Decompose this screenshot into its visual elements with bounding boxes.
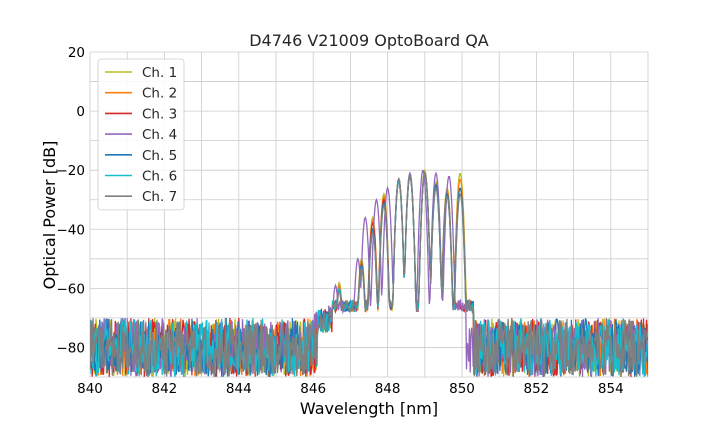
y-tick-label: −60: [57, 281, 86, 297]
y-tick-label: 20: [68, 45, 85, 61]
x-tick-label: 848: [375, 381, 401, 397]
x-tick-label: 840: [77, 381, 103, 397]
x-tick-label: 850: [449, 381, 475, 397]
y-tick-label: 0: [76, 104, 85, 120]
chart-title: D4746 V21009 OptoBoard QA: [249, 31, 489, 50]
series-line-ch7: [90, 171, 648, 377]
y-tick-label: −80: [57, 340, 86, 356]
tick-labels: 840 842 844 846 848 850 852 854 −80 −60 −40 −20 0 20: [57, 45, 624, 397]
legend-label: Ch. 7: [142, 189, 177, 205]
x-axis-label: Wavelength [nm]: [300, 399, 438, 418]
x-tick-label: 846: [300, 381, 326, 397]
x-tick-label: 852: [524, 381, 550, 397]
legend-box: [97, 58, 185, 211]
legend-label: Ch. 1: [142, 65, 177, 81]
legend-label: Ch. 6: [142, 169, 177, 185]
legend-label: Ch. 5: [142, 148, 177, 164]
series-lines: [90, 168, 648, 377]
legend-label: Ch. 3: [142, 106, 177, 122]
y-tick-label: −20: [57, 163, 86, 179]
x-tick-label: 842: [152, 381, 178, 397]
y-axis-label: Optical Power [dB]: [40, 141, 59, 290]
x-tick-label: 854: [598, 381, 624, 397]
x-tick-label: 844: [226, 381, 252, 397]
legend: Ch. 1 Ch. 2 Ch. 3 Ch. 4 Ch. 5 Ch. 6 Ch. 7: [97, 58, 185, 211]
y-tick-label: −40: [57, 222, 86, 238]
legend-label: Ch. 4: [142, 127, 177, 143]
legend-label: Ch. 2: [142, 86, 177, 102]
